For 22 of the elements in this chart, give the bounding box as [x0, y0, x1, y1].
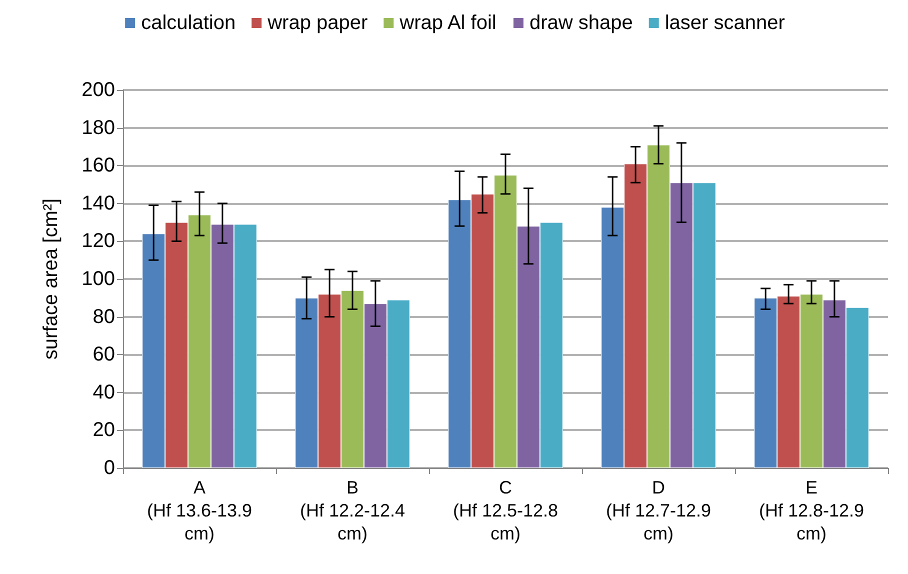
y-tick-label: 40	[92, 381, 115, 404]
y-tick-label: 0	[104, 457, 115, 479]
legend-label: draw shape	[529, 12, 633, 34]
y-tick-label: 120	[82, 230, 115, 252]
y-tick-label: 180	[82, 116, 115, 139]
y-tick-label: 20	[92, 419, 115, 442]
y-axis-title: surface area [cm²]	[40, 198, 62, 360]
x-tick-label: D (Hf 12.7-12.9 cm)	[606, 478, 712, 544]
legend-label: wrap Al foil	[398, 12, 496, 34]
x-tick-label: B (Hf 12.2-12.4 cm)	[300, 478, 406, 544]
y-tick-label: 140	[82, 192, 115, 214]
y-tick-label: 160	[82, 154, 115, 177]
x-tick-label: A (Hf 13.6-13.9 cm)	[146, 478, 252, 544]
legend-label: wrap paper	[266, 12, 368, 34]
y-tick-label: 80	[92, 306, 115, 328]
x-tick-label: E (Hf 12.8-12.9 cm)	[758, 478, 864, 544]
legend-label: calculation	[141, 12, 236, 34]
y-tick-label: 100	[82, 268, 115, 290]
legend-label: laser scanner	[664, 12, 786, 34]
y-tick-label: 200	[82, 79, 115, 101]
x-tick-label: C (Hf 12.5-12.8 cm)	[452, 478, 558, 544]
y-tick-label: 60	[92, 344, 115, 366]
